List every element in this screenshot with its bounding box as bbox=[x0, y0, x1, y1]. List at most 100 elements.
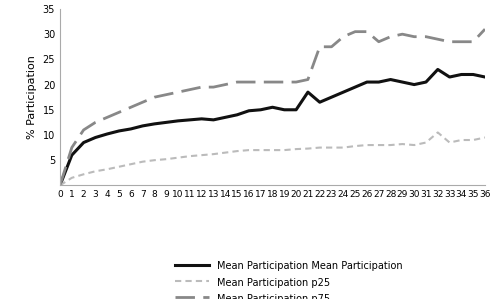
Mean Participation p25 bbox=[364, 143, 370, 147]
Mean Participation p75 bbox=[104, 115, 110, 119]
Mean Participation Mean Participation bbox=[210, 118, 216, 122]
Mean Participation p75 bbox=[175, 90, 181, 94]
Mean Participation p25 bbox=[116, 165, 122, 169]
Y-axis label: % Participation: % Participation bbox=[27, 55, 37, 139]
Mean Participation Mean Participation bbox=[470, 73, 476, 76]
Mean Participation p75 bbox=[234, 80, 240, 84]
Mean Participation p25 bbox=[175, 156, 181, 159]
Mean Participation Mean Participation bbox=[340, 90, 346, 94]
Mean Participation p25 bbox=[305, 147, 311, 150]
Mean Participation Mean Participation bbox=[305, 90, 311, 94]
Mean Participation Mean Participation bbox=[128, 127, 134, 131]
Mean Participation p25 bbox=[328, 146, 334, 150]
Mean Participation p75 bbox=[305, 78, 311, 81]
Mean Participation Mean Participation bbox=[446, 75, 452, 79]
Mean Participation Mean Participation bbox=[246, 109, 252, 113]
Mean Participation p75 bbox=[470, 40, 476, 44]
Mean Participation p75 bbox=[364, 30, 370, 33]
Mean Participation p25 bbox=[376, 143, 382, 147]
Mean Participation p25 bbox=[222, 151, 228, 154]
Mean Participation p25 bbox=[57, 184, 63, 187]
Mean Participation Mean Participation bbox=[388, 78, 394, 81]
Mean Participation p25 bbox=[246, 148, 252, 152]
Mean Participation Mean Participation bbox=[57, 184, 63, 187]
Mean Participation p25 bbox=[140, 160, 145, 164]
Mean Participation p75 bbox=[340, 35, 346, 39]
Mean Participation p25 bbox=[482, 136, 488, 139]
Line: Mean Participation p75: Mean Participation p75 bbox=[60, 29, 485, 185]
Legend: Mean Participation Mean Participation, Mean Participation p25, Mean Participatio: Mean Participation Mean Participation, M… bbox=[171, 257, 406, 299]
Mean Participation p75 bbox=[270, 80, 276, 84]
Mean Participation p75 bbox=[411, 35, 417, 39]
Mean Participation p75 bbox=[328, 45, 334, 48]
Mean Participation p75 bbox=[446, 40, 452, 44]
Mean Participation p75 bbox=[316, 45, 322, 48]
Mean Participation p25 bbox=[470, 138, 476, 142]
Mean Participation Mean Participation bbox=[258, 108, 264, 112]
Mean Participation p25 bbox=[293, 147, 299, 151]
Mean Participation p75 bbox=[140, 100, 145, 104]
Mean Participation p75 bbox=[57, 184, 63, 187]
Mean Participation p75 bbox=[435, 37, 441, 41]
Mean Participation p25 bbox=[128, 162, 134, 166]
Mean Participation p75 bbox=[482, 27, 488, 31]
Mean Participation p75 bbox=[69, 146, 75, 150]
Mean Participation Mean Participation bbox=[175, 119, 181, 123]
Mean Participation Mean Participation bbox=[458, 73, 464, 76]
Mean Participation Mean Participation bbox=[104, 132, 110, 136]
Mean Participation p75 bbox=[163, 93, 169, 97]
Mean Participation Mean Participation bbox=[270, 106, 276, 109]
Mean Participation Mean Participation bbox=[187, 118, 193, 122]
Mean Participation p25 bbox=[388, 143, 394, 147]
Mean Participation p75 bbox=[258, 80, 264, 84]
Mean Participation Mean Participation bbox=[140, 124, 145, 128]
Mean Participation p75 bbox=[423, 35, 429, 39]
Mean Participation p25 bbox=[104, 167, 110, 171]
Mean Participation p25 bbox=[258, 148, 264, 152]
Mean Participation p25 bbox=[270, 148, 276, 152]
Mean Participation p75 bbox=[400, 32, 406, 36]
Mean Participation Mean Participation bbox=[328, 95, 334, 99]
Mean Participation p25 bbox=[210, 152, 216, 156]
Mean Participation Mean Participation bbox=[411, 83, 417, 86]
Mean Participation p75 bbox=[128, 106, 134, 109]
Mean Participation p75 bbox=[116, 111, 122, 114]
Mean Participation p25 bbox=[411, 143, 417, 147]
Mean Participation Mean Participation bbox=[163, 120, 169, 124]
Mean Participation p25 bbox=[69, 176, 75, 180]
Mean Participation Mean Participation bbox=[222, 115, 228, 119]
Mean Participation p75 bbox=[92, 120, 98, 124]
Mean Participation p75 bbox=[152, 95, 158, 99]
Mean Participation p25 bbox=[423, 141, 429, 144]
Mean Participation Mean Participation bbox=[482, 75, 488, 79]
Mean Participation p25 bbox=[92, 170, 98, 173]
Mean Participation p75 bbox=[293, 80, 299, 84]
Mean Participation Mean Participation bbox=[376, 80, 382, 84]
Mean Participation Mean Participation bbox=[198, 117, 204, 120]
Mean Participation p25 bbox=[446, 141, 452, 144]
Mean Participation p25 bbox=[400, 142, 406, 146]
Mean Participation Mean Participation bbox=[293, 108, 299, 112]
Mean Participation p75 bbox=[388, 35, 394, 39]
Line: Mean Participation Mean Participation: Mean Participation Mean Participation bbox=[60, 69, 485, 185]
Mean Participation p75 bbox=[80, 128, 86, 132]
Mean Participation Mean Participation bbox=[282, 108, 288, 112]
Mean Participation p25 bbox=[187, 154, 193, 158]
Mean Participation p25 bbox=[352, 144, 358, 148]
Mean Participation p75 bbox=[282, 80, 288, 84]
Mean Participation Mean Participation bbox=[92, 136, 98, 139]
Mean Participation p75 bbox=[376, 40, 382, 44]
Mean Participation Mean Participation bbox=[316, 100, 322, 104]
Mean Participation p75 bbox=[222, 83, 228, 86]
Mean Participation p25 bbox=[458, 138, 464, 142]
Mean Participation Mean Participation bbox=[352, 85, 358, 89]
Mean Participation p25 bbox=[163, 157, 169, 161]
Mean Participation Mean Participation bbox=[423, 80, 429, 84]
Mean Participation p75 bbox=[352, 30, 358, 33]
Mean Participation Mean Participation bbox=[234, 113, 240, 117]
Mean Participation Mean Participation bbox=[80, 141, 86, 144]
Line: Mean Participation p25: Mean Participation p25 bbox=[60, 132, 485, 185]
Mean Participation p75 bbox=[198, 85, 204, 89]
Mean Participation p25 bbox=[152, 158, 158, 162]
Mean Participation p25 bbox=[435, 131, 441, 134]
